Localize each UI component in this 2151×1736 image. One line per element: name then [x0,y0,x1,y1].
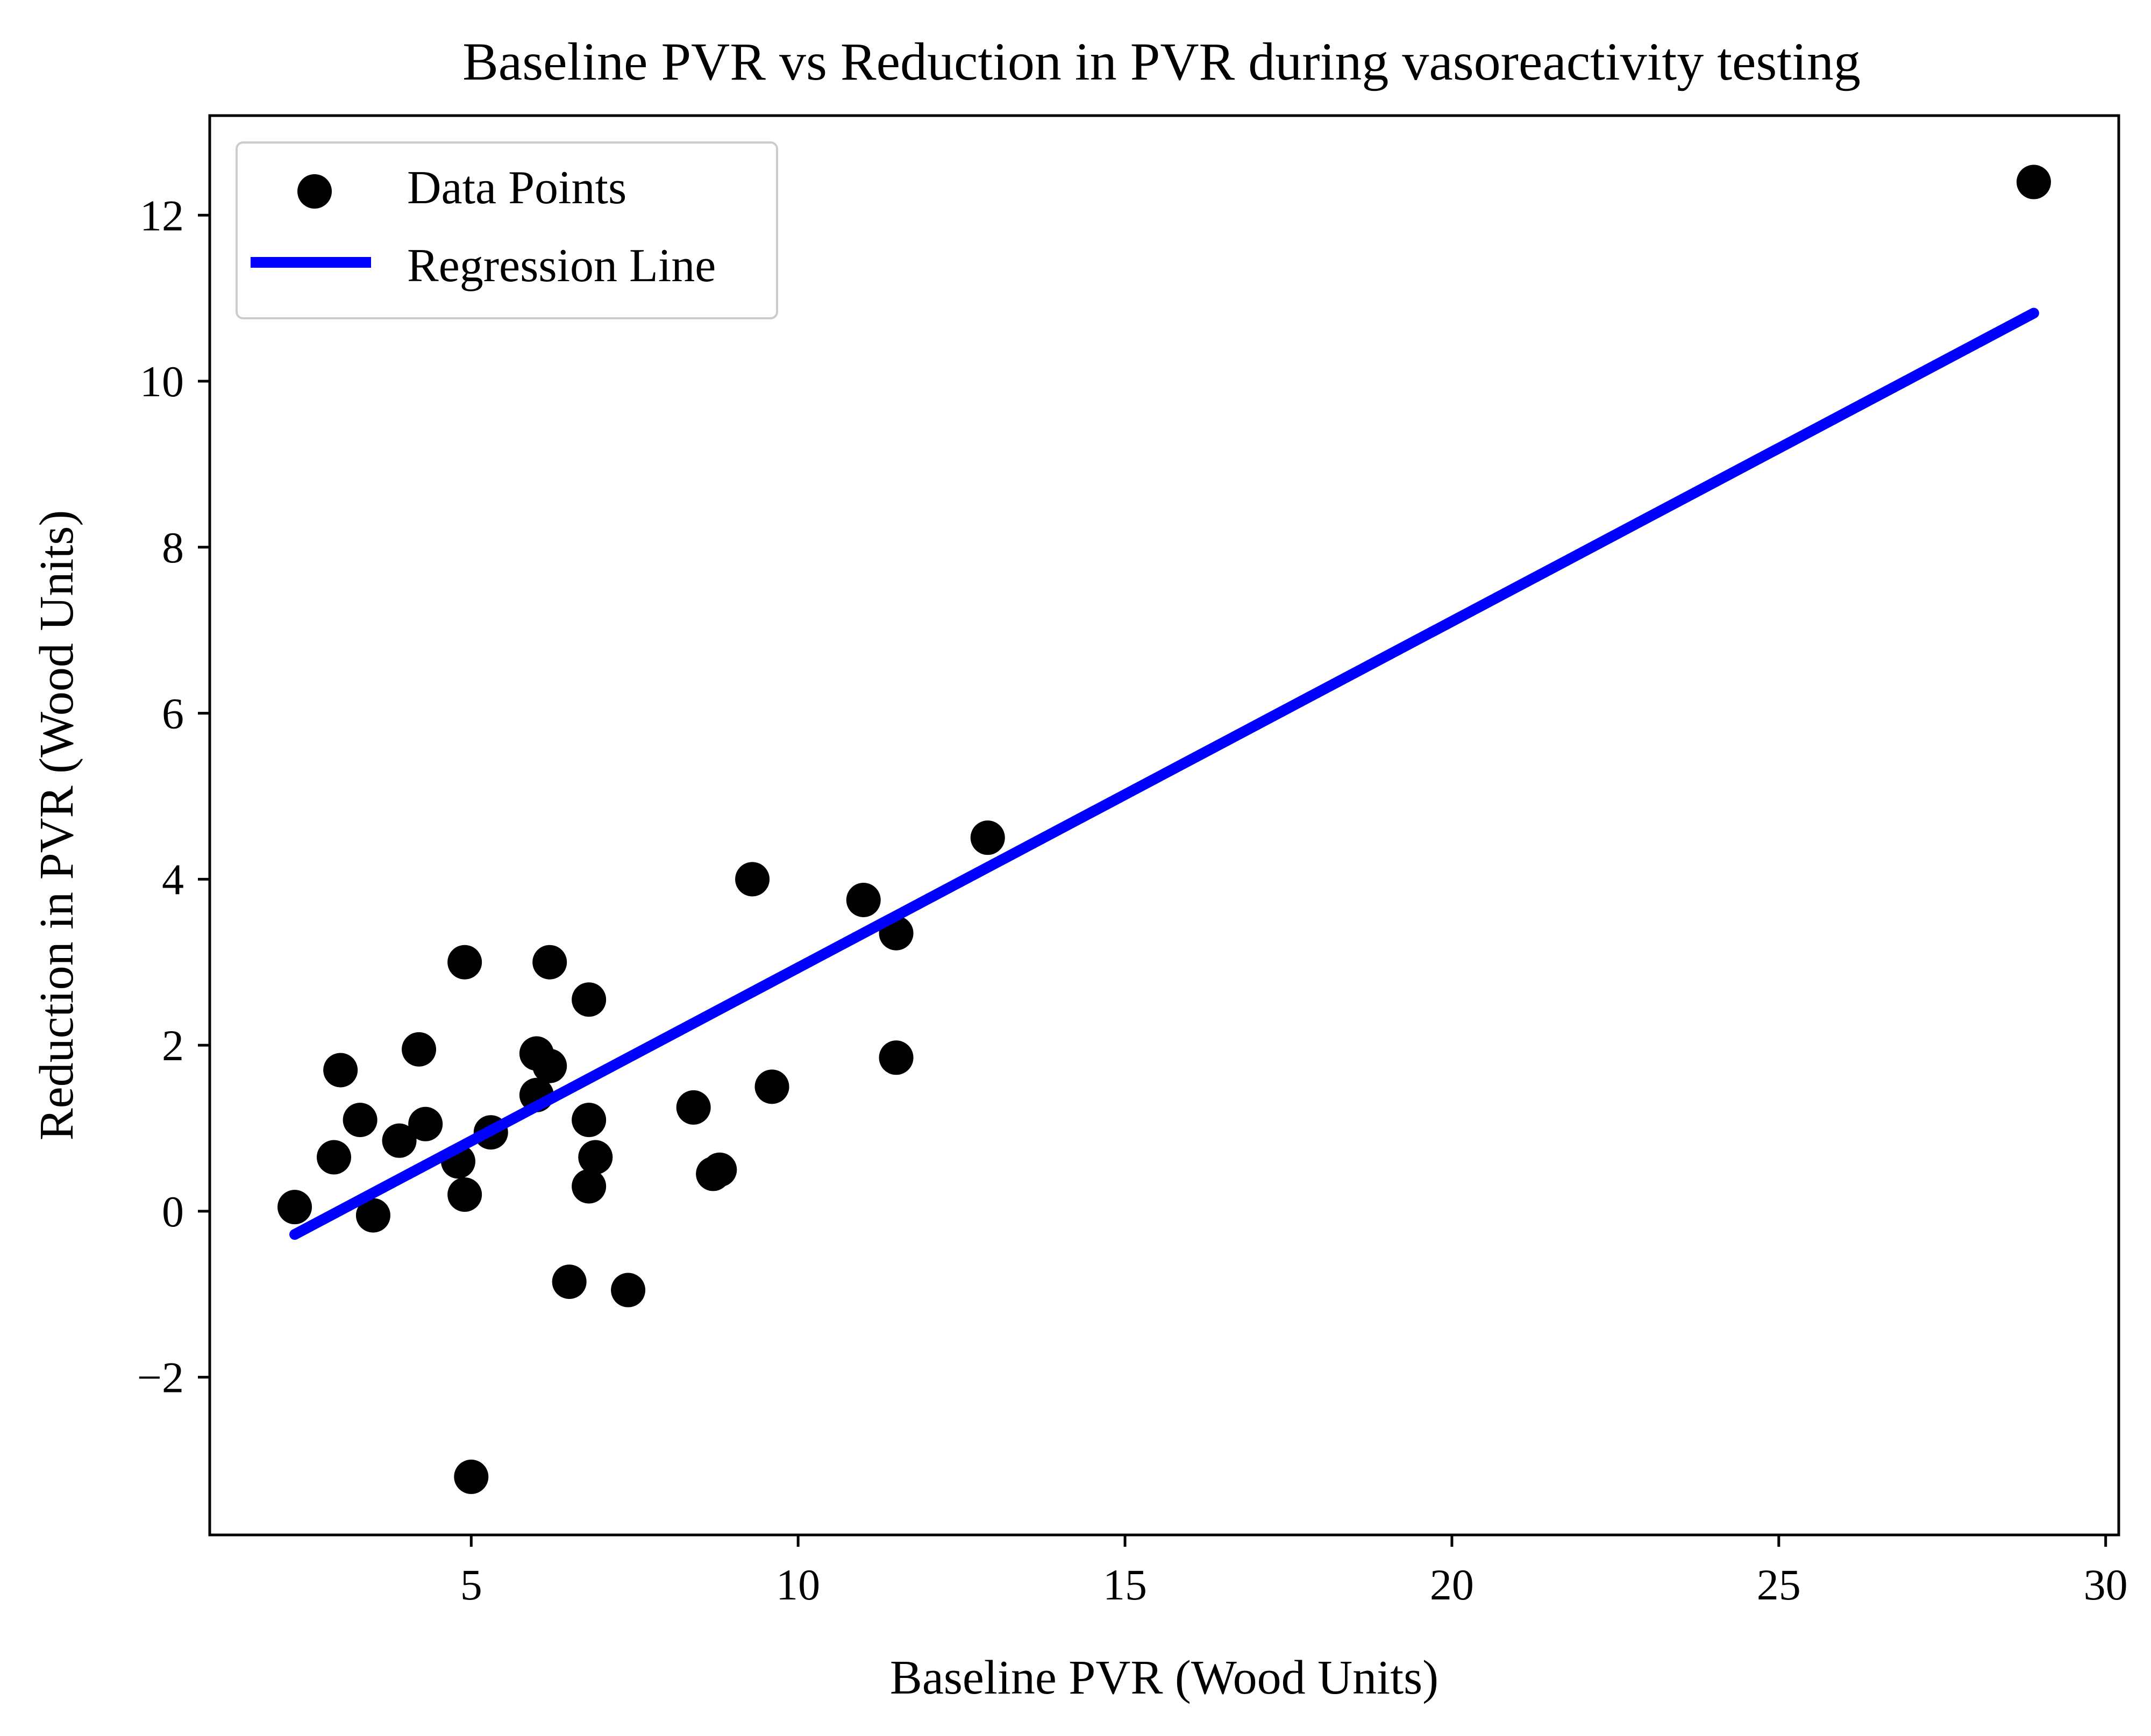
data-points-series [277,165,2051,1494]
data-point [532,1048,567,1083]
legend: Data Points Regression Line [236,141,778,319]
y-tick-label: 6 [162,689,184,738]
data-point [879,1040,914,1075]
legend-marker-data-points [297,174,332,209]
x-tick-label: 20 [1430,1560,1474,1609]
x-axis-label: Baseline PVR (Wood Units) [890,1651,1438,1704]
legend-label-data-points: Data Points [407,162,626,214]
y-tick-label: 10 [140,357,184,406]
plot-area-frame [208,114,2120,1537]
y-tick-label: 8 [162,523,184,572]
data-point [323,1053,358,1088]
y-axis: −2 0 2 4 6 8 10 12 [137,191,210,1402]
chart-title: Baseline PVR vs Reduction in PVR during … [462,32,1861,91]
data-point [754,1069,789,1104]
x-tick-label: 15 [1103,1560,1147,1609]
data-point [702,1152,737,1187]
data-point [578,1140,613,1175]
x-tick-label: 10 [776,1560,820,1609]
data-point [277,1190,312,1225]
data-point [846,882,881,917]
data-point [572,1103,607,1138]
y-tick-label: 2 [162,1021,184,1070]
data-point [316,1140,351,1175]
data-point [611,1273,646,1308]
y-axis-label: Reduction in PVR (Wood Units) [30,510,83,1141]
data-point [454,1459,489,1494]
x-axis: 5 10 15 20 25 30 [460,1535,2128,1609]
data-point [532,945,567,980]
data-point [676,1090,711,1125]
data-point [572,982,607,1017]
data-point [408,1106,443,1141]
legend-box [236,141,778,319]
x-tick-label: 5 [460,1560,482,1609]
data-point [735,862,770,897]
data-point [355,1198,390,1233]
data-point [572,1169,607,1204]
regression-line [289,308,2039,1240]
x-tick-label: 30 [2084,1560,2128,1609]
data-point [552,1265,587,1299]
y-tick-label: 12 [140,191,184,240]
data-point [2016,165,2051,199]
y-tick-label: 0 [162,1187,184,1236]
legend-label-regression-line: Regression Line [407,240,716,292]
x-tick-label: 25 [1757,1560,1801,1609]
data-point [970,820,1005,855]
data-point [447,1177,482,1212]
y-tick-label: 4 [162,855,184,904]
data-point [382,1123,417,1158]
y-tick-label: −2 [137,1353,184,1402]
data-point [447,945,482,980]
data-point [343,1103,378,1138]
plot-content [277,165,2051,1494]
data-point [402,1032,437,1067]
